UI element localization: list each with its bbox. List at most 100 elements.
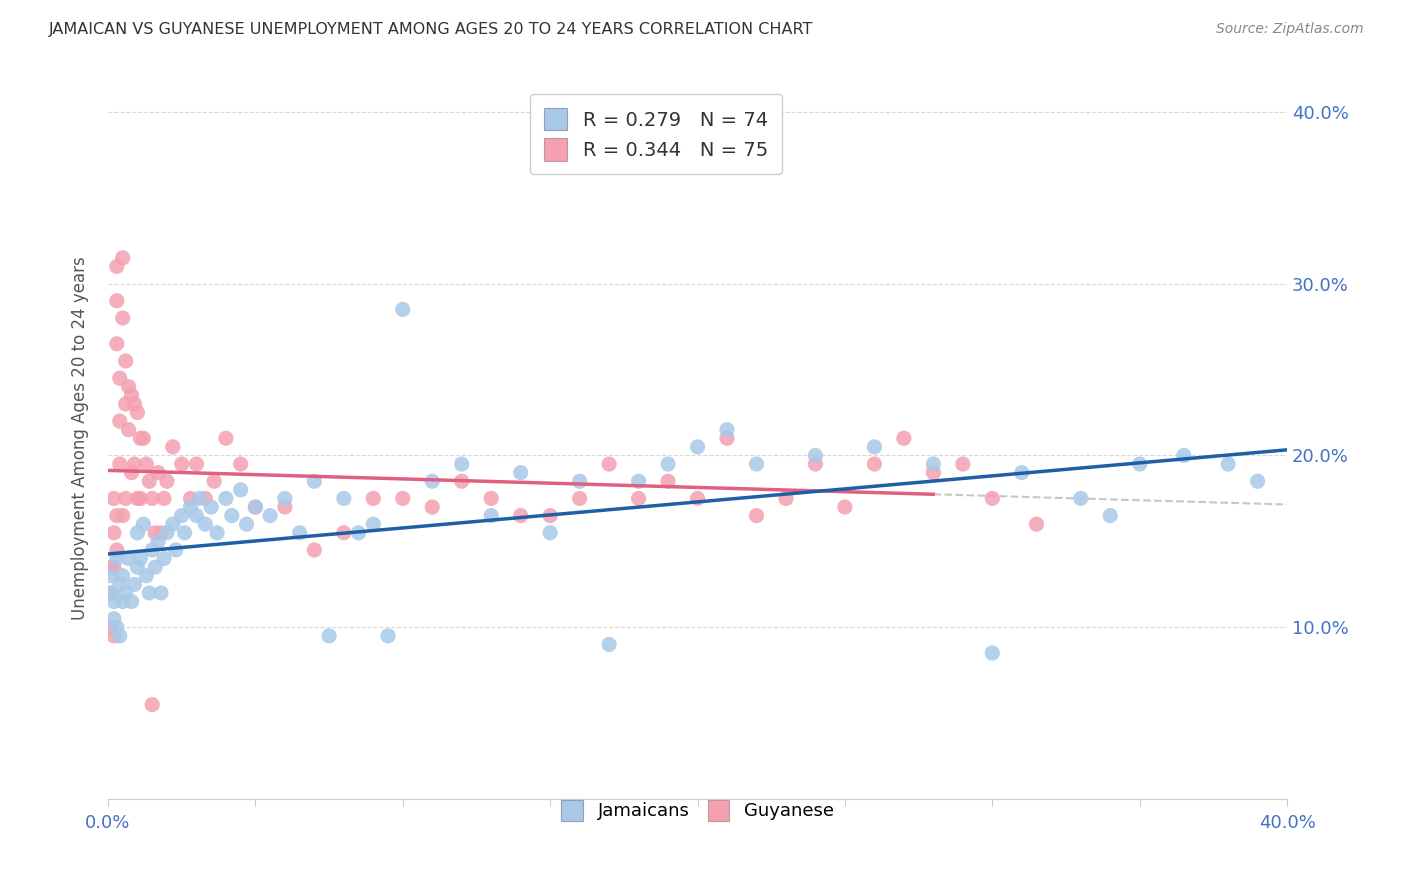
Point <box>103 525 125 540</box>
Point <box>274 491 297 506</box>
Point <box>100 620 122 634</box>
Point <box>135 568 157 582</box>
Point <box>304 475 326 489</box>
Point <box>117 380 139 394</box>
Point <box>105 620 128 634</box>
Point <box>1129 457 1152 471</box>
Point <box>127 560 149 574</box>
Point <box>100 568 122 582</box>
Point <box>922 466 945 480</box>
Point <box>981 491 1004 506</box>
Point <box>479 508 502 523</box>
Point <box>202 475 225 489</box>
Point <box>450 457 472 471</box>
Point <box>952 457 974 471</box>
Point <box>117 423 139 437</box>
Point <box>1099 508 1122 523</box>
Point <box>568 491 591 506</box>
Point <box>1011 466 1033 480</box>
Point <box>162 517 184 532</box>
Point <box>1070 491 1092 506</box>
Point <box>235 517 257 532</box>
Point <box>598 638 620 652</box>
Point <box>165 543 187 558</box>
Point <box>333 525 356 540</box>
Point <box>141 698 163 712</box>
Point <box>245 500 267 514</box>
Point <box>105 336 128 351</box>
Point <box>215 491 238 506</box>
Point <box>361 491 384 506</box>
Point <box>981 646 1004 660</box>
Point <box>111 311 134 326</box>
Point <box>105 543 128 558</box>
Point <box>150 586 173 600</box>
Point <box>108 577 131 591</box>
Point <box>391 302 413 317</box>
Point <box>538 525 561 540</box>
Point <box>1216 457 1239 471</box>
Point <box>111 568 134 582</box>
Point <box>420 500 443 514</box>
Point <box>627 491 650 506</box>
Point <box>108 457 131 471</box>
Point <box>657 457 679 471</box>
Point <box>138 586 160 600</box>
Point <box>121 466 143 480</box>
Point <box>716 423 738 437</box>
Point <box>127 525 149 540</box>
Point <box>105 260 128 274</box>
Point <box>229 483 252 497</box>
Point <box>205 525 228 540</box>
Point <box>173 525 195 540</box>
Point <box>188 491 211 506</box>
Point <box>114 354 136 368</box>
Text: JAMAICAN VS GUYANESE UNEMPLOYMENT AMONG AGES 20 TO 24 YEARS CORRELATION CHART: JAMAICAN VS GUYANESE UNEMPLOYMENT AMONG … <box>49 22 814 37</box>
Point <box>138 475 160 489</box>
Point <box>716 431 738 445</box>
Point <box>221 508 243 523</box>
Point <box>114 397 136 411</box>
Point <box>105 508 128 523</box>
Point <box>129 491 152 506</box>
Point <box>804 449 827 463</box>
Y-axis label: Unemployment Among Ages 20 to 24 years: Unemployment Among Ages 20 to 24 years <box>72 256 89 620</box>
Point <box>361 517 384 532</box>
Point <box>259 508 281 523</box>
Point <box>288 525 311 540</box>
Point <box>105 551 128 566</box>
Point <box>333 491 356 506</box>
Point <box>170 457 193 471</box>
Point <box>111 594 134 608</box>
Point <box>377 629 399 643</box>
Point <box>156 525 179 540</box>
Point <box>108 414 131 428</box>
Point <box>117 551 139 566</box>
Point <box>420 475 443 489</box>
Point <box>450 475 472 489</box>
Point <box>1173 449 1195 463</box>
Point <box>186 457 208 471</box>
Point <box>538 508 561 523</box>
Point <box>127 405 149 419</box>
Point <box>103 560 125 574</box>
Point <box>893 431 915 445</box>
Point <box>100 586 122 600</box>
Point <box>509 466 531 480</box>
Point <box>804 457 827 471</box>
Point <box>108 629 131 643</box>
Point <box>143 525 166 540</box>
Point <box>245 500 267 514</box>
Point <box>304 543 326 558</box>
Point <box>194 491 217 506</box>
Point <box>129 431 152 445</box>
Point <box>111 251 134 265</box>
Point <box>347 525 370 540</box>
Point <box>111 508 134 523</box>
Point <box>479 491 502 506</box>
Point <box>132 517 155 532</box>
Point <box>627 475 650 489</box>
Point <box>194 517 217 532</box>
Point <box>863 457 886 471</box>
Point <box>124 577 146 591</box>
